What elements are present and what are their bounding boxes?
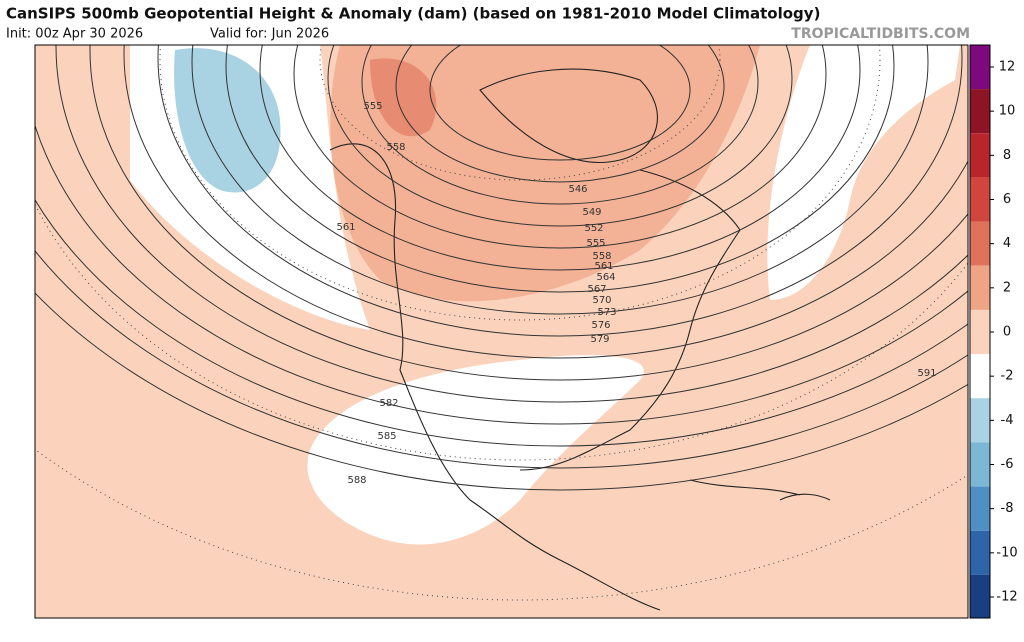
contour-line [293,45,827,249]
map-frame [34,44,969,619]
colorbar-tick-label: -6 [1001,457,1014,472]
contour-label: 558 [592,251,611,262]
colorbar-tick-label: -12 [996,590,1017,605]
colorbar-band [970,354,990,399]
colorbar-tick-label: -10 [996,545,1017,560]
positive-anomaly [370,58,437,137]
contour-line [35,198,968,447]
title: CanSIPS 500mb Geopotential Height & Anom… [6,5,820,23]
colorbar-band [970,309,990,355]
contour-label: 564 [596,272,615,283]
contour-line [35,123,968,425]
colorbar: 12 10 8 6 4 2 0 -2 -4 -6 -8 -10 -12 [969,44,1018,619]
colorbar-tick-label: 6 [1003,192,1011,207]
contour-label: 582 [379,398,398,409]
contour-label: 591 [917,368,936,379]
colorbar-band [970,133,990,178]
colorbar-band [970,265,990,310]
contour-label: 585 [377,431,396,442]
colorbar-tick-label: 2 [1003,280,1011,295]
contour-line [123,45,968,359]
colorbar-tick-label: 12 [999,60,1016,75]
contour-line [429,45,691,161]
contour-line [259,45,861,271]
contour-line [225,45,895,293]
colorbar-tick-label: 10 [999,104,1016,119]
contour-line [361,45,759,205]
graticule [35,45,968,601]
contour-line [89,45,968,381]
contour-label: 555 [363,101,382,112]
contour-label: 573 [597,307,616,318]
colorbar-tick-label: -4 [1001,413,1014,428]
colorbar-band [970,486,990,531]
contour-label: 567 [587,284,606,295]
contour-line [327,45,793,227]
contour-label: 561 [594,261,613,272]
init-time: Init: 00z Apr 30 2026 [6,27,143,42]
colorbar-band [970,45,990,90]
colorbar-band [970,221,990,266]
contour-label: 552 [584,223,603,234]
contour-label: 570 [592,295,611,306]
contour-label: 549 [582,207,601,218]
contour-label: 579 [590,334,609,345]
valid-time: Valid for: Jun 2026 [210,27,329,42]
coastlines [329,68,831,611]
contour-label: 555 [586,238,605,249]
contour-label: 561 [336,222,355,233]
colorbar-tick-label: 8 [1003,148,1011,163]
colorbar-tick-label: -2 [1001,369,1014,384]
contour-line [35,292,968,491]
contour-line [157,45,963,337]
colorbar-band [970,89,990,134]
contour-label: 588 [347,475,366,486]
colorbar-tick-label: 0 [1003,325,1011,340]
colorbar-band [970,177,990,222]
contour-label: 546 [568,184,587,195]
colorbar-band [970,442,990,487]
contour-line [191,45,929,315]
contour-line [35,249,968,469]
site-credit: TROPICALTIDBITS.COM [791,26,970,42]
colorbar-tick-label: -8 [1001,501,1014,516]
contour-label: 558 [386,142,405,153]
colorbar-band [970,530,990,575]
colorbar-tick-label: 4 [1003,236,1011,251]
contour-line [395,45,725,183]
height-contours [35,45,968,491]
contour-label: 576 [591,320,610,331]
colorbar-band [970,574,990,618]
map [35,45,968,618]
neutral-anomaly [767,45,960,300]
contour-line [55,45,968,403]
colorbar-band [970,398,990,443]
